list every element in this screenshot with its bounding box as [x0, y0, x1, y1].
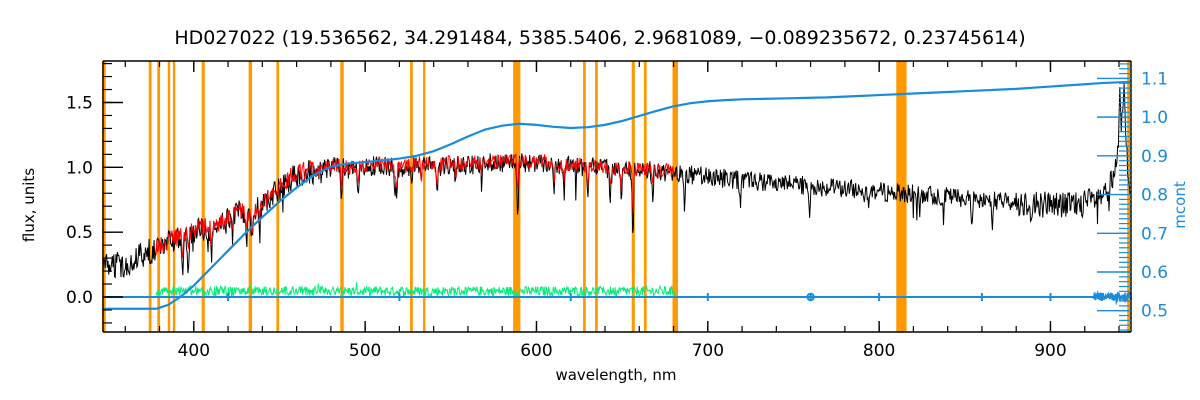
mask-region	[643, 61, 647, 332]
mask-region	[1127, 61, 1132, 332]
y-axis-label-left: flux, units	[20, 168, 38, 242]
x-tick-label: 400	[178, 341, 210, 361]
mask-region	[167, 61, 171, 332]
x-tick-label: 600	[520, 341, 552, 361]
mask-region	[172, 61, 176, 332]
data-trace-layer	[102, 80, 1132, 310]
mask-region	[896, 61, 907, 332]
observed-spectrum-trace	[102, 83, 1132, 279]
x-tick-label: 900	[1034, 341, 1066, 361]
zero-line-node	[806, 292, 815, 302]
y2-tick-label: 0.8	[1141, 186, 1168, 206]
mask-region	[410, 61, 413, 332]
x-tick-label: 700	[692, 341, 724, 361]
page-title: HD027022 (19.536562, 34.291484, 5385.540…	[174, 27, 1025, 49]
continuum-model-trace	[155, 80, 1132, 310]
zero-line-noise	[1092, 289, 1132, 306]
mask-region	[201, 61, 205, 332]
mask-region	[423, 61, 426, 332]
y-tick-label: 1.0	[66, 158, 93, 178]
x-tick-label: 500	[349, 341, 381, 361]
mask-region	[672, 61, 678, 332]
mask-region	[583, 61, 586, 332]
y2-tick-label: 0.9	[1141, 147, 1168, 167]
mask-region	[248, 61, 253, 332]
y2-tick-label: 0.5	[1141, 302, 1168, 322]
residual-trace	[155, 282, 676, 298]
x-tick-label: 800	[863, 341, 895, 361]
y2-tick-label: 1.0	[1141, 108, 1168, 128]
mask-region	[148, 61, 152, 332]
y-tick-label: 0.5	[66, 223, 93, 243]
model-spectrum-trace	[155, 153, 676, 259]
axis-layer: 400 500 600 700 800 900 0.0 0.5 1.0 1.5 0.5 0.6 0.7 0…	[66, 60, 1168, 361]
mask-region	[101, 61, 106, 332]
y2-tick-label: 0.6	[1141, 263, 1168, 283]
y-tick-label: 0.0	[66, 288, 93, 308]
x-axis-label: wavelength, nm	[555, 366, 676, 384]
mask-region	[340, 61, 344, 332]
y-axis-label-right: mcont	[1171, 181, 1189, 229]
y-tick-label: 1.5	[66, 93, 93, 113]
mask-region	[157, 61, 161, 332]
y2-tick-label: 1.1	[1141, 69, 1168, 89]
y2-tick-label: 0.7	[1141, 224, 1168, 244]
mask-region	[595, 61, 598, 332]
